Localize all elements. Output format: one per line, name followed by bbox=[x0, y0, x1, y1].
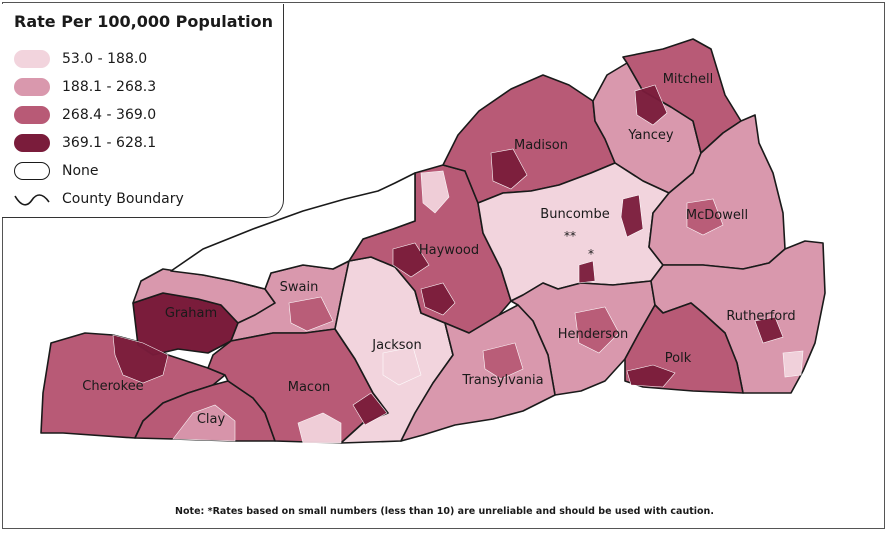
region-none[interactable] bbox=[170, 172, 416, 290]
label-swain: Swain bbox=[280, 280, 319, 295]
label-rutherford: Rutherford bbox=[726, 309, 795, 324]
label-macon: Macon bbox=[288, 380, 331, 395]
small-number-marker-double: ** bbox=[564, 229, 576, 243]
legend-item-class-4: 369.1 - 628.1 bbox=[14, 132, 156, 154]
label-polk: Polk bbox=[665, 351, 692, 366]
legend-label: None bbox=[62, 163, 99, 179]
tract-detail bbox=[112, 84, 804, 444]
label-transylvania: Transylvania bbox=[461, 373, 543, 388]
label-henderson: Henderson bbox=[558, 327, 629, 342]
county-transylvania[interactable] bbox=[400, 304, 556, 442]
label-buncombe: Buncombe bbox=[540, 207, 609, 222]
label-haywood: Haywood bbox=[419, 243, 479, 258]
label-mcdowell: McDowell bbox=[686, 208, 748, 223]
choropleth-map: Mitchell Yancey Madison Buncombe McDowel… bbox=[40, 38, 826, 444]
legend-label: 268.4 - 369.0 bbox=[62, 107, 157, 123]
legend-swatch bbox=[14, 134, 50, 152]
legend-label: 53.0 - 188.0 bbox=[62, 51, 148, 67]
legend-item-class-3: 268.4 - 369.0 bbox=[14, 104, 156, 126]
legend-label: 369.1 - 628.1 bbox=[62, 135, 157, 151]
county-mcdowell[interactable] bbox=[648, 114, 786, 270]
legend-label: 188.1 - 268.3 bbox=[62, 79, 157, 95]
legend-label: County Boundary bbox=[62, 191, 184, 207]
legend-item-county-boundary: County Boundary bbox=[14, 188, 184, 210]
legend-item-class-2: 188.1 - 268.3 bbox=[14, 76, 156, 98]
legend-swatch bbox=[14, 162, 50, 180]
label-graham: Graham bbox=[165, 306, 217, 321]
label-jackson: Jackson bbox=[371, 338, 421, 353]
label-madison: Madison bbox=[514, 138, 568, 153]
label-clay: Clay bbox=[197, 412, 226, 427]
legend-swatch bbox=[14, 106, 50, 124]
legend-item-class-1: 53.0 - 188.0 bbox=[14, 48, 147, 70]
label-yancey: Yancey bbox=[627, 128, 674, 143]
legend-swatch bbox=[14, 78, 50, 96]
map-legend: Rate Per 100,000 Population 53.0 - 188.0… bbox=[2, 4, 284, 218]
small-number-marker-single: * bbox=[588, 247, 594, 261]
label-cherokee: Cherokee bbox=[82, 379, 143, 394]
footnote: Note: *Rates based on small numbers (les… bbox=[175, 506, 714, 517]
boundary-line-icon bbox=[14, 194, 50, 206]
legend-title: Rate Per 100,000 Population bbox=[14, 12, 274, 31]
legend-swatch bbox=[14, 50, 50, 68]
legend-item-none: None bbox=[14, 160, 99, 182]
label-mitchell: Mitchell bbox=[663, 72, 714, 87]
